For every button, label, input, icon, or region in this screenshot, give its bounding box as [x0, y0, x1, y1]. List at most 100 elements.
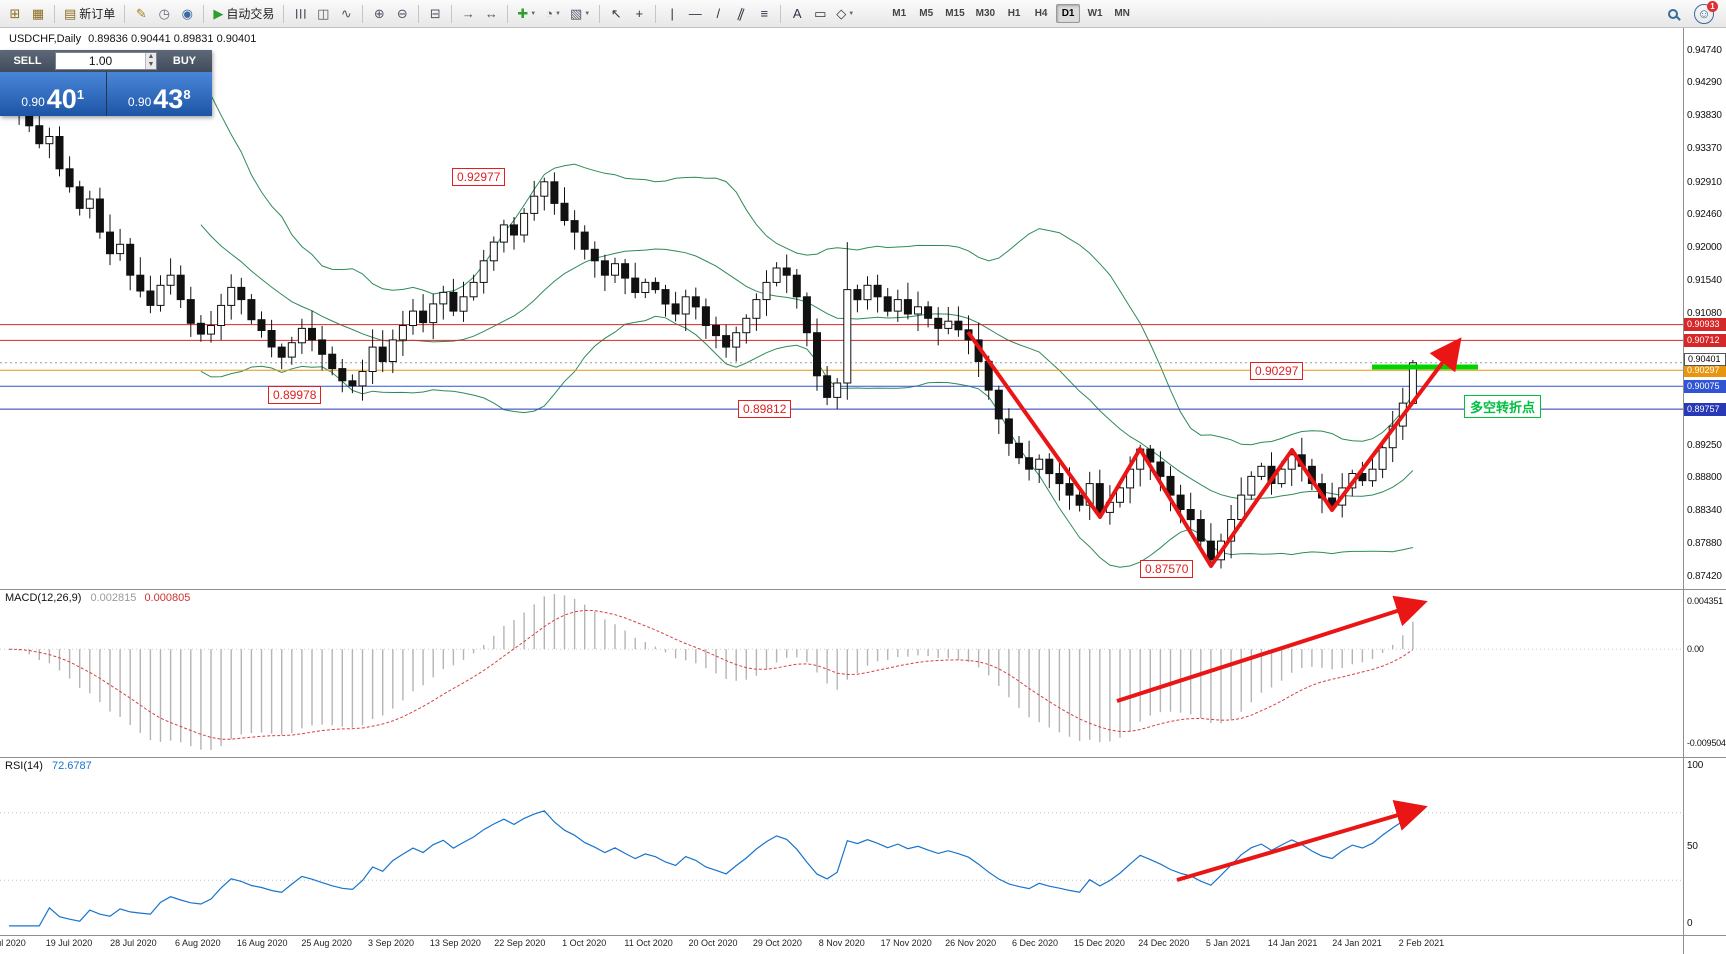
chart-shift-icon[interactable]: ↔ [484, 6, 498, 21]
dropdown-arrow-icon[interactable]: ▼ [530, 10, 537, 17]
new-indicator-button[interactable]: ✚ ▼ [513, 3, 540, 25]
candle-body [368, 346, 377, 373]
price-level-badge: 0.90075 [1684, 379, 1726, 393]
candle-body [651, 281, 660, 291]
macd-scale-label: 0.004351 [1687, 596, 1723, 606]
cursor-icon[interactable]: ↖ [610, 5, 622, 21]
lot-size-field[interactable]: 1.00 ▲ ▼ [55, 52, 157, 70]
account-icon[interactable]: ☺ 1 [1694, 0, 1718, 24]
toolbar-separator [655, 4, 657, 23]
timeframe-mn[interactable]: MN [1114, 8, 1130, 19]
bar-chart-icon[interactable]: ☰ [293, 7, 309, 20]
note-annotation[interactable]: 多空转折点 [1464, 395, 1542, 418]
zoom-out-icon[interactable]: ⊖ [396, 5, 408, 21]
candle-body [802, 296, 811, 334]
chart-ohlc-values: 0.89836 0.90441 0.89831 0.90401 [88, 33, 257, 45]
price-scale-label: 0.93830 [1687, 110, 1722, 122]
vertical-line-icon[interactable]: | [670, 6, 674, 21]
dropdown-arrow-icon[interactable]: ▼ [584, 10, 591, 17]
channel-icon[interactable]: ∥ [735, 4, 748, 22]
candle-body [146, 290, 155, 306]
price-scale-label: 0.87880 [1687, 537, 1722, 549]
candle-body [297, 327, 306, 344]
candle-body [752, 299, 761, 319]
tile-windows-icon[interactable]: ⊟ [429, 5, 441, 21]
candle-body [75, 186, 84, 209]
rsi-trend-arrow[interactable] [1176, 799, 1428, 882]
rsi-panel-separator[interactable] [0, 757, 1726, 758]
zoom-in-icon[interactable]: ⊕ [373, 5, 385, 21]
dropdown-arrow-icon[interactable]: ▼ [555, 10, 561, 17]
timeframe-m1[interactable]: M1 [892, 8, 907, 19]
timeframe-m5[interactable]: M5 [919, 8, 934, 19]
candle-body [762, 281, 771, 301]
metaeditor-icon[interactable]: ✎ [135, 5, 147, 21]
fibonacci-icon[interactable]: ≡ [760, 6, 769, 21]
toolbar-items: ⊞ ▦ ▤ 新订单 ✎ ◷ ◉ ▶ 自动交易 ☰ ◫ ∿ ⊕ ⊖ ⊟ → ↔ ✚ ▼ ◔ ▼ ▧ ▼ ↖ + | — / ∥ ≡ A ▭ ◇ ▼ M… [4, 3, 1135, 25]
period-button[interactable]: ◔ ▼ [541, 3, 565, 25]
candle-body [853, 289, 862, 301]
timeframe-d1[interactable]: D1 [1056, 4, 1081, 23]
alerts-icon[interactable]: ◷ [158, 5, 170, 21]
toolbar-separator [599, 4, 601, 23]
timeframe-h4[interactable]: H4 [1034, 8, 1048, 19]
main-toolbar: ⊞ ▦ ▤ 新订单 ✎ ◷ ◉ ▶ 自动交易 ☰ ◫ ∿ ⊕ ⊖ ⊟ → ↔ ✚ ▼ ◔ ▼ ▧ ▼ ↖ + | — / ∥ ≡ A ▭ ◇ ▼ M… [0, 0, 1726, 28]
macd-panel-separator[interactable] [0, 589, 1726, 590]
candle-body [1035, 458, 1044, 470]
macd-trend-arrow[interactable] [1116, 595, 1428, 703]
auto-scroll-icon[interactable]: → [461, 6, 475, 21]
crosshair-icon[interactable]: + [635, 6, 644, 21]
timeframe-h1[interactable]: H1 [1007, 8, 1021, 19]
price-trend-arrow[interactable] [966, 330, 1462, 568]
candle-body [510, 224, 518, 236]
horizontal-line-icon[interactable]: — [688, 6, 702, 21]
toolbar-separator [507, 4, 509, 23]
lot-spinner: ▲ ▼ [145, 53, 156, 69]
timeframe-w1[interactable]: W1 [1087, 8, 1103, 19]
trendline-icon[interactable]: / [716, 6, 721, 21]
text-icon[interactable]: A [792, 6, 802, 21]
lot-increase-button[interactable]: ▲ [146, 53, 156, 61]
lot-size-value[interactable]: 1.00 [88, 54, 113, 68]
buy-price-big: 43 [153, 84, 184, 114]
candle-body [681, 296, 690, 315]
community-icon[interactable]: ◉ [181, 5, 193, 21]
shapes-button[interactable]: ◇ ▼ [832, 3, 858, 25]
date-label: 5 Jan 2021 [1205, 938, 1251, 948]
price-annotation-label[interactable]: 0.87570 [1140, 560, 1194, 578]
new-order-button[interactable]: ▤ 新订单 [60, 3, 119, 25]
macd-signal-value: 0.000805 [144, 592, 191, 604]
candle-body [247, 299, 256, 321]
rsi-scale-label: 100 [1687, 760, 1704, 771]
price-annotation-label[interactable]: 0.90297 [1250, 362, 1304, 380]
candle-body [570, 220, 579, 233]
candle-body [85, 198, 94, 209]
timeframe-m30[interactable]: M30 [975, 8, 996, 19]
lot-decrease-button[interactable]: ▼ [146, 61, 156, 69]
candle-body [166, 274, 175, 286]
price-annotation-label[interactable]: 0.89812 [738, 400, 792, 418]
buy-button[interactable]: BUY [172, 55, 197, 67]
date-label: 3 Sep 2020 [367, 938, 415, 948]
price-annotation-label[interactable]: 0.89978 [268, 386, 322, 404]
candle-body [641, 281, 650, 293]
text-label-icon[interactable]: ▭ [814, 5, 827, 21]
search-icon[interactable] [1662, 3, 1684, 25]
candle-body [1368, 468, 1377, 482]
profiles-icon[interactable]: ▦ [31, 5, 45, 21]
autotrading-button[interactable]: ▶ 自动交易 [209, 3, 278, 25]
sell-button[interactable]: SELL [13, 55, 42, 67]
dropdown-arrow-icon[interactable]: ▼ [848, 10, 855, 17]
candle-body [701, 306, 710, 326]
new-chart-icon[interactable]: ⊞ [9, 5, 21, 21]
candle-body [267, 330, 276, 348]
line-chart-icon[interactable]: ∿ [340, 5, 352, 21]
date-label: 20 Oct 2020 [688, 938, 738, 948]
timeframe-m15[interactable]: M15 [945, 8, 965, 19]
template-button[interactable]: ▧ ▼ [566, 3, 594, 25]
sell-price-button[interactable]: 0.90 40 1 [0, 72, 106, 116]
buy-price-button[interactable]: 0.90 43 8 [106, 72, 212, 116]
price-annotation-label[interactable]: 0.92977 [452, 168, 506, 186]
candlestick-chart-icon[interactable]: ◫ [317, 5, 330, 21]
